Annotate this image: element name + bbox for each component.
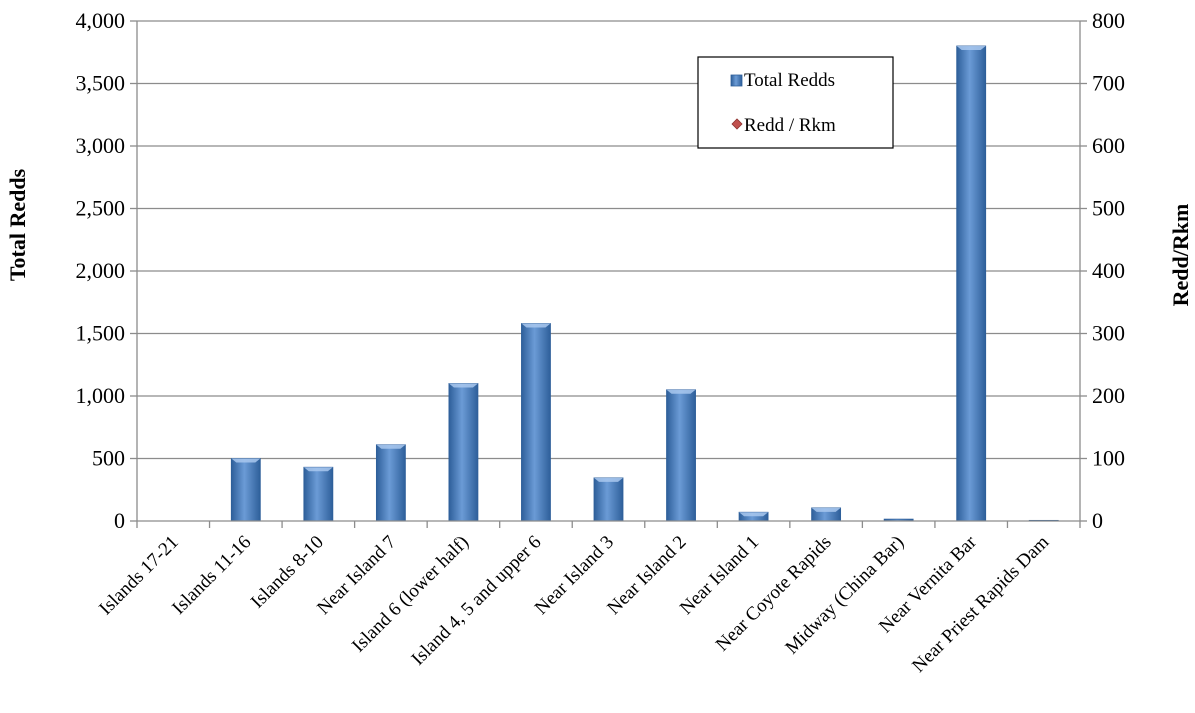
legend: Total Redds Redd / Rkm — [697, 56, 894, 149]
y-tick-label: 3,500 — [76, 71, 126, 96]
bar — [593, 477, 624, 522]
y2-tick-label: 100 — [1092, 446, 1125, 471]
y2-tick-label: 400 — [1092, 258, 1125, 283]
bar — [230, 458, 261, 522]
x-tick-label: Island 4, 5 and upper 6 — [408, 532, 546, 670]
y-tick-label: 2,000 — [76, 258, 126, 283]
bar-bevel — [666, 389, 696, 394]
x-tick-label: Islands 11-16 — [168, 532, 255, 619]
y2-tick-label: 700 — [1092, 71, 1125, 96]
y2-tick-label: 800 — [1092, 8, 1125, 33]
bar-bevel — [811, 507, 841, 512]
bar-bevel — [521, 323, 551, 328]
y-axis-title: Total Redds — [5, 168, 30, 281]
gridlines — [137, 20, 1080, 460]
y2-tick-label: 0 — [1092, 508, 1103, 533]
y2-tick-label: 500 — [1092, 196, 1125, 221]
legend-swatch-total-redds — [730, 74, 743, 87]
bar-bevel — [448, 383, 478, 388]
y2-tick-label: 600 — [1092, 133, 1125, 158]
bar-bevel — [303, 467, 333, 472]
legend-label-total-redds: Total Redds — [744, 70, 835, 91]
bar — [956, 45, 987, 522]
bar — [521, 323, 551, 522]
legend-box — [697, 56, 894, 149]
y-tick-label: 2,500 — [76, 196, 126, 221]
y-tick-label: 3,000 — [76, 133, 126, 158]
bar-bevel — [376, 444, 406, 449]
legend-marker-redd-per-rkm — [731, 118, 743, 130]
y-tick-label: 500 — [92, 446, 125, 471]
y2-tick-label: 300 — [1092, 321, 1125, 346]
bar — [666, 389, 696, 522]
axes — [130, 20, 1087, 528]
bar-bevel — [739, 512, 769, 517]
y-tick-labels: 0 500 1,000 1,500 2,000 2,500 3,000 3,500 4,000 — [76, 8, 126, 533]
y-tick-label: 4,000 — [76, 8, 126, 33]
y2-axis-title: Redd/Rkm — [1168, 204, 1193, 307]
legend-label-redd-per-rkm: Redd / Rkm — [744, 115, 836, 136]
x-tick-label: Near Priest Rapids Dam — [908, 532, 1053, 677]
y-tick-label: 0 — [114, 508, 125, 533]
bar — [448, 383, 479, 522]
bar — [375, 444, 406, 522]
bar — [303, 466, 334, 522]
y2-tick-labels: 0 100 200 300 400 500 600 700 800 — [1092, 8, 1125, 533]
bar-bevel — [956, 46, 986, 50]
bars — [230, 45, 1059, 522]
y-tick-label: 1,500 — [76, 321, 126, 346]
bar-bevel — [231, 458, 261, 463]
bar-bevel — [593, 477, 624, 482]
y2-tick-label: 200 — [1092, 383, 1125, 408]
y-tick-label: 1,000 — [76, 383, 126, 408]
